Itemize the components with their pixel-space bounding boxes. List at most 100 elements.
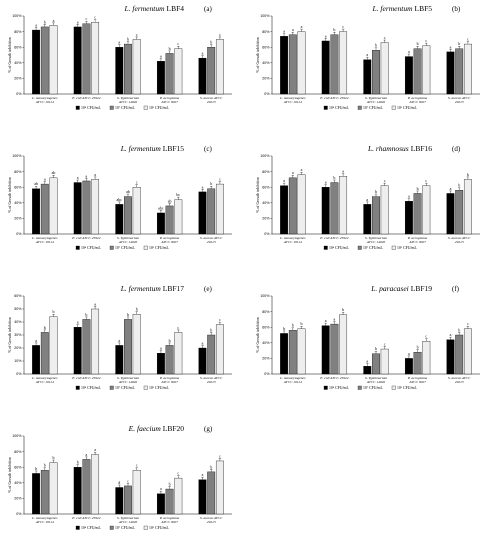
y-tick-label: 10% bbox=[14, 359, 22, 363]
legend-label: 10⁹ CFU/mL bbox=[149, 526, 169, 530]
y-tick-label: 80% bbox=[14, 170, 22, 174]
bar bbox=[215, 460, 224, 515]
bar bbox=[174, 332, 183, 375]
bar bbox=[49, 25, 58, 95]
significance-letter: b bbox=[417, 186, 419, 191]
significance-letter: b bbox=[53, 455, 55, 460]
category-label: E. coli ATCC 25922 bbox=[71, 516, 100, 520]
bar bbox=[280, 185, 289, 235]
bar bbox=[339, 314, 348, 375]
y-tick-label: 0% bbox=[264, 372, 270, 376]
y-tick-label: 80% bbox=[14, 30, 22, 34]
bar bbox=[115, 47, 124, 95]
significance-letter: a bbox=[202, 340, 204, 345]
significance-letter: ab bbox=[34, 181, 38, 186]
chart-panel-g: E. faecium LBF20 (g) % of Growth inhibition… bbox=[6, 422, 246, 542]
significance-letter: a bbox=[118, 40, 120, 45]
bar bbox=[422, 341, 431, 375]
category-label: S. aureus ATCC bbox=[200, 376, 223, 380]
significance-letter: c bbox=[219, 317, 221, 322]
bar bbox=[380, 185, 389, 235]
category-label: E. coli ATCC 25922 bbox=[319, 96, 348, 100]
bar bbox=[165, 488, 174, 515]
significance-letter: c bbox=[219, 32, 221, 37]
category-label: L. monocytogenes bbox=[31, 96, 58, 100]
significance-letter: b bbox=[417, 41, 419, 46]
y-tick-label: 0% bbox=[16, 232, 22, 236]
category-label: P. aeruginosa bbox=[159, 96, 179, 100]
y-axis-label: % of Growth inhibition bbox=[8, 37, 12, 73]
category-label: ATCC 9027 bbox=[408, 240, 426, 244]
bar bbox=[463, 179, 472, 235]
y-tick-label: 20% bbox=[262, 217, 270, 221]
chart-svg: L. paracasei LBF19 (f) % of Growth inhibiti… bbox=[256, 284, 480, 390]
significance-letter: c bbox=[342, 24, 344, 29]
bar bbox=[115, 204, 124, 235]
category-label: P. aeruginosa bbox=[159, 376, 179, 380]
significance-letter: b bbox=[458, 327, 460, 332]
significance-letter: a bbox=[160, 54, 162, 59]
significance-letter: ab bbox=[52, 170, 56, 175]
significance-letter: c bbox=[425, 38, 427, 43]
category-label: P. aeruginosa bbox=[407, 236, 427, 240]
category-label: ATCC 9027 bbox=[160, 380, 178, 384]
panel-label: (a) bbox=[204, 5, 212, 13]
y-tick-label: 20% bbox=[14, 497, 22, 501]
y-tick-label: 100% bbox=[12, 434, 22, 438]
legend-swatch bbox=[323, 245, 328, 250]
significance-letter: c bbox=[177, 325, 179, 330]
category-label: ATCC 9027 bbox=[160, 520, 178, 524]
significance-letter: a bbox=[94, 172, 96, 177]
bar bbox=[124, 196, 132, 235]
y-tick-label: 20% bbox=[14, 346, 22, 350]
bar bbox=[198, 479, 207, 515]
significance-letter: b bbox=[467, 172, 469, 177]
category-label: 29213 bbox=[207, 380, 216, 384]
bar bbox=[124, 43, 132, 95]
significance-letter: b bbox=[169, 481, 171, 486]
category-label: L. monocytogenes bbox=[31, 236, 58, 240]
chart-panel-e: L. fermentum LBF17 (e) % of Growth inhibiti… bbox=[6, 282, 246, 402]
y-axis-label: % of Growth inhibition bbox=[256, 177, 260, 213]
bar bbox=[463, 43, 472, 95]
y-tick-label: 40% bbox=[14, 320, 22, 324]
category-label: ATCC 14026 bbox=[118, 240, 137, 244]
chart-title: L. paracasei LBF19 bbox=[370, 284, 432, 293]
y-tick-label: 50% bbox=[14, 307, 22, 311]
bar bbox=[32, 345, 41, 375]
bar bbox=[380, 348, 389, 375]
panel-label: (b) bbox=[452, 5, 461, 13]
significance-letter: ab bbox=[126, 189, 130, 194]
chart-panel-b: L. fermentum LBF5 (b) % of Growth inhibitio… bbox=[254, 2, 494, 122]
significance-letter: c bbox=[136, 180, 138, 185]
significance-letter: b bbox=[283, 326, 285, 331]
chart-title: L. fermentum LBF4 bbox=[123, 4, 184, 13]
y-tick-label: 0% bbox=[16, 512, 22, 516]
significance-letter: c bbox=[384, 35, 386, 40]
legend-label: 10⁴ CFU/mL bbox=[329, 386, 349, 390]
bar bbox=[297, 31, 306, 95]
bar bbox=[91, 22, 100, 95]
bar bbox=[215, 39, 224, 95]
bar bbox=[40, 332, 49, 375]
category-label: E. coli ATCC 25922 bbox=[71, 236, 100, 240]
legend-label: 10⁷ CFU/mL bbox=[115, 106, 135, 110]
y-tick-label: 80% bbox=[262, 170, 270, 174]
significance-letter: c bbox=[177, 41, 179, 46]
legend-label: 10⁹ CFU/mL bbox=[149, 106, 169, 110]
significance-letter: a bbox=[366, 197, 368, 202]
y-tick-label: 80% bbox=[14, 450, 22, 454]
significance-letter: a bbox=[53, 18, 55, 23]
bar bbox=[174, 48, 183, 95]
significance-letter: b bbox=[301, 321, 303, 326]
legend-swatch bbox=[109, 245, 114, 250]
significance-letter: a bbox=[160, 486, 162, 491]
bar bbox=[215, 324, 224, 375]
chart-svg: L. fermentum LBF17 (e) % of Growth inhibiti… bbox=[8, 284, 232, 390]
bar bbox=[339, 31, 348, 95]
bar bbox=[91, 454, 100, 515]
y-tick-label: 40% bbox=[262, 341, 270, 345]
category-label: E. coli ATCC 25922 bbox=[319, 376, 348, 380]
bar bbox=[49, 316, 58, 375]
legend-swatch bbox=[75, 385, 80, 390]
